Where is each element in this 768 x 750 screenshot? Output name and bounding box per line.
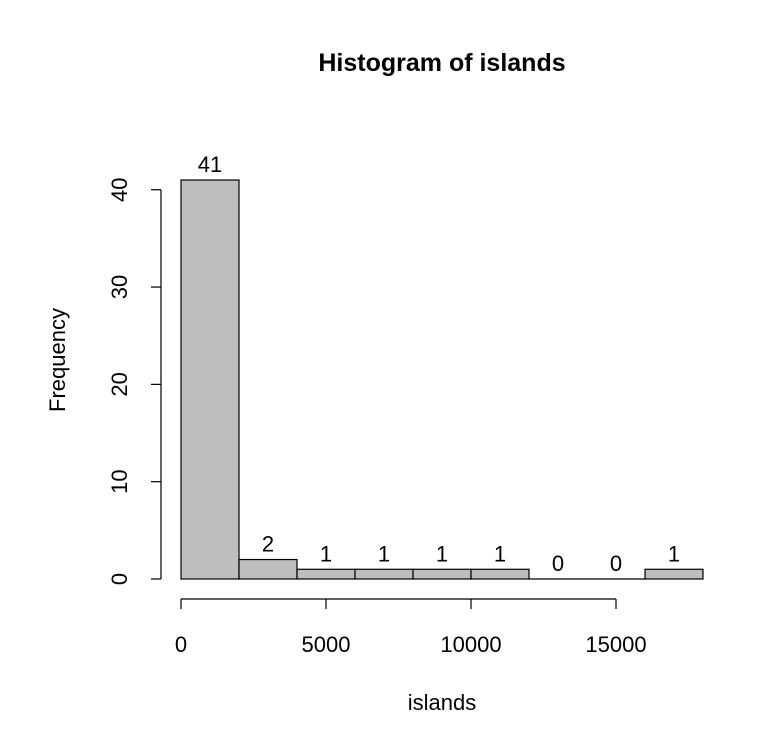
y-tick-label: 10 (107, 469, 132, 493)
histogram-bar (644, 568, 704, 580)
chart-title: Histogram of islands (318, 49, 565, 77)
histogram-bar (238, 558, 298, 580)
y-tick-label: 30 (107, 275, 132, 299)
bars-group (180, 179, 704, 580)
bar-count-label: 1 (436, 541, 448, 566)
bar-count-label: 0 (552, 551, 564, 576)
histogram-bar (412, 568, 472, 580)
x-tick-label: 5000 (302, 632, 351, 657)
bar-count-label: 2 (262, 532, 274, 557)
histogram-bar (296, 568, 356, 580)
x-tick-label: 15000 (585, 632, 646, 657)
x-axis-label: islands (408, 690, 476, 715)
data-labels-group: 412 1 1 1 1 0 0 1 (198, 152, 680, 576)
histogram-bar (470, 568, 530, 580)
histogram-bar (354, 568, 414, 580)
bar-count-label: 1 (378, 541, 390, 566)
x-tick-label: 10000 (440, 632, 501, 657)
bar-count-label: 1 (494, 541, 506, 566)
bar-count-label: 1 (320, 541, 332, 566)
x-axis: 0 5000 10000 15000 (175, 598, 647, 657)
histogram-bar (180, 179, 240, 580)
bar-count-label: 0 (610, 551, 622, 576)
bar-count-label: 1 (668, 541, 680, 566)
y-axis: 0 10 20 30 40 (107, 177, 162, 585)
bar-count-label: 41 (198, 152, 222, 177)
y-axis-label: Frequency (45, 308, 70, 412)
y-tick-label: 0 (107, 573, 132, 585)
y-tick-label: 40 (107, 177, 132, 201)
x-tick-label: 0 (175, 632, 187, 657)
y-tick-label: 20 (107, 372, 132, 396)
